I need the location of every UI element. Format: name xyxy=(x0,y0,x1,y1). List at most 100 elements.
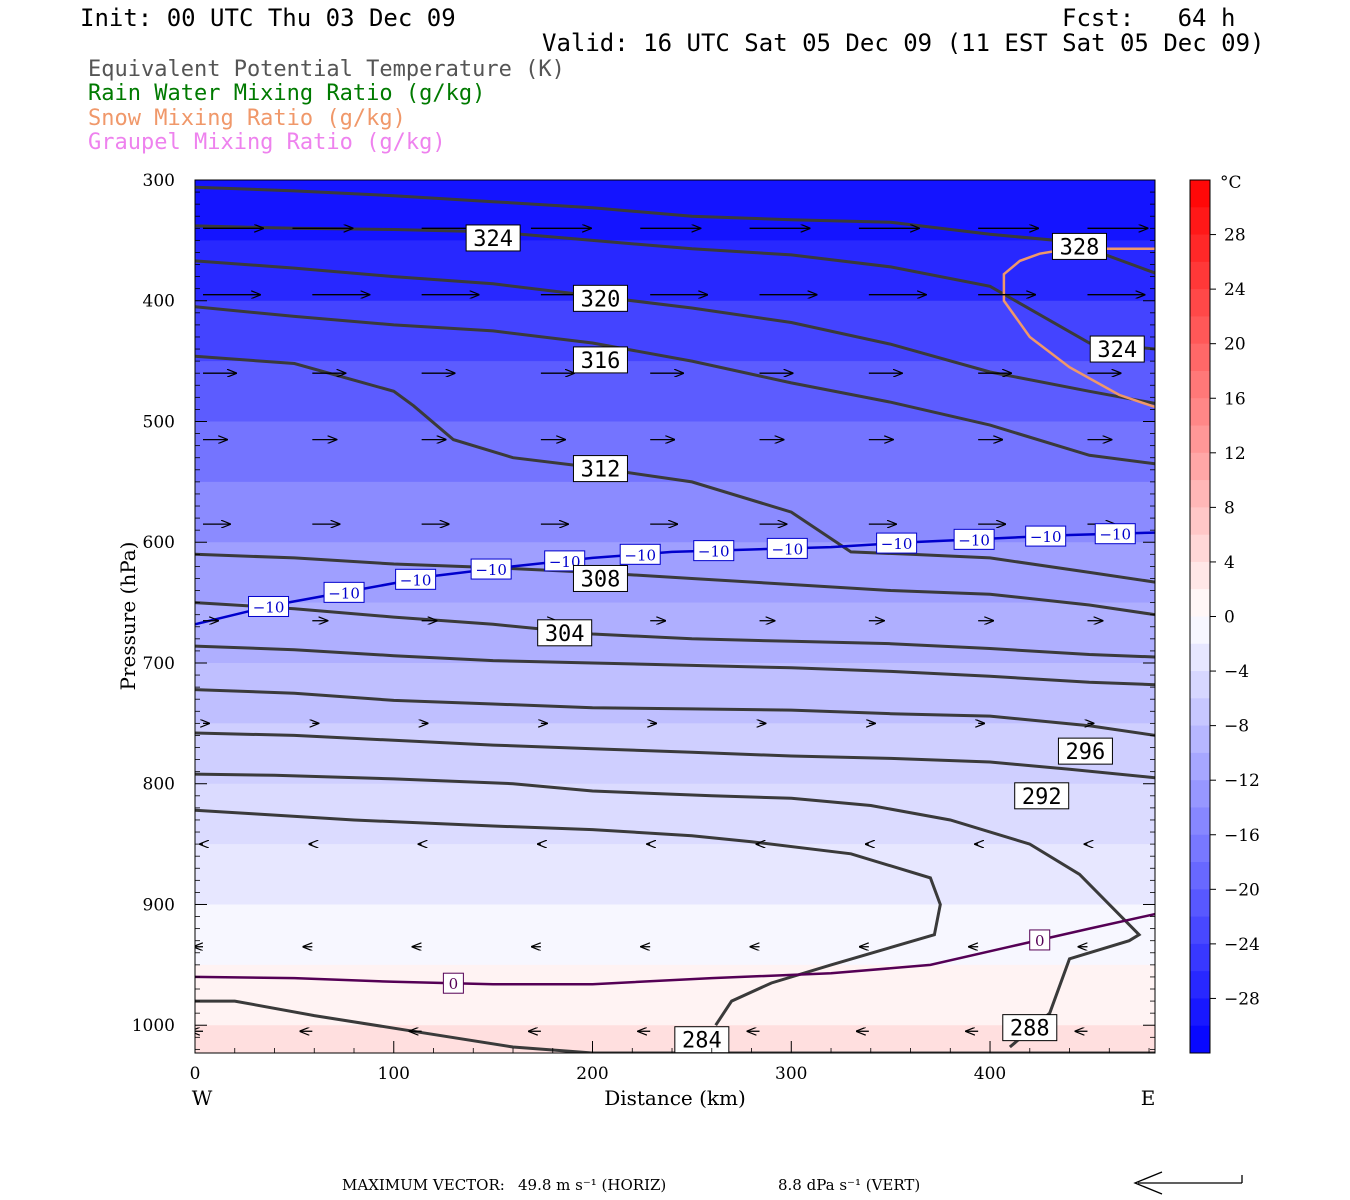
shade-band xyxy=(195,421,1155,483)
theta-e-label-box xyxy=(572,564,628,592)
theta-e-line xyxy=(195,644,1155,687)
theta-e-line xyxy=(195,259,1155,405)
isotherm-label: −10 xyxy=(549,553,581,571)
theta-e-line xyxy=(195,354,1155,584)
x-axis-title: Distance (km) xyxy=(604,1086,746,1110)
isotherm-label-box xyxy=(1094,523,1136,545)
colorbar-cell xyxy=(1190,643,1210,672)
colorbar-cell xyxy=(1190,752,1210,781)
theta-e-label: 296 xyxy=(1066,740,1106,765)
colorbar-tick-label: 20 xyxy=(1224,335,1246,355)
colorbar: 28 24 20 16 12 8 4 0 −4 −8 −12 −16 −20 −24 −28 °C xyxy=(1189,173,1260,1054)
colorbar-tick-label: −16 xyxy=(1224,826,1260,846)
isotherm-label-box xyxy=(248,595,290,617)
colorbar-cell xyxy=(1190,398,1210,427)
isotherm-label: 0 xyxy=(1035,932,1045,950)
colorbar-tick-label: 16 xyxy=(1224,389,1246,409)
isotherm-label: −10 xyxy=(1099,526,1131,544)
x-tick-label: 300 xyxy=(775,1064,807,1084)
colorbar-cell xyxy=(1190,507,1210,536)
theta-e-line xyxy=(195,808,942,1027)
colorbar-tick-label: −24 xyxy=(1224,935,1260,955)
theta-e-label-box xyxy=(1089,335,1145,363)
colorbar-cell xyxy=(1190,261,1210,290)
y-tick-label: 800 xyxy=(143,775,175,795)
colorbar-tick-label: −20 xyxy=(1224,880,1260,900)
colorbar-tick-label: 24 xyxy=(1224,280,1246,300)
init-time: Init: 00 UTC Thu 03 Dec 09 xyxy=(80,4,456,32)
theta-e-label-box xyxy=(1057,737,1113,765)
max-vector-horiz: 49.8 m s⁻¹ (HORIZ) xyxy=(518,1176,667,1194)
y-tick-label: 700 xyxy=(143,654,175,674)
shade-band xyxy=(195,300,1155,363)
theta-e-label: 324 xyxy=(473,227,513,252)
isotherm-label: −10 xyxy=(400,571,432,589)
colorbar-cell xyxy=(1190,616,1210,645)
isotherm-label-box xyxy=(766,537,808,559)
isotherm-label-box xyxy=(876,532,918,554)
colorbar-cell xyxy=(1190,207,1210,236)
shade-band xyxy=(195,723,1155,785)
colorbar-cell xyxy=(1190,452,1210,481)
theta-e-line xyxy=(195,688,1155,737)
colorbar-cell xyxy=(1190,671,1210,699)
colorbar-cell xyxy=(1190,370,1210,399)
colorbar-cell xyxy=(1190,234,1210,263)
theta-e-label-box xyxy=(572,455,628,483)
theta-e-contours xyxy=(195,185,1155,1053)
isotherm-label-box xyxy=(953,528,995,550)
isotherm-label: −10 xyxy=(771,540,803,558)
colorbar-cell xyxy=(1190,725,1210,754)
colorbar-tick-label: −8 xyxy=(1224,717,1249,737)
colorbar-cell xyxy=(1190,971,1210,999)
theta-e-label: 320 xyxy=(581,287,621,312)
theta-e-label-box xyxy=(465,224,521,252)
shade-band xyxy=(195,662,1155,725)
legend-theta-e: Equivalent Potential Temperature (K) xyxy=(88,57,565,82)
colorbar-cell xyxy=(1190,862,1210,890)
y-tick-label: 900 xyxy=(143,895,175,915)
isotherm-label-box xyxy=(693,540,735,562)
y-tick-label: 500 xyxy=(143,412,175,432)
theta-e-label-box xyxy=(572,346,628,374)
x-tick-label: 200 xyxy=(576,1064,608,1084)
colorbar-unit: °C xyxy=(1220,173,1242,193)
theta-e-label: 288 xyxy=(1010,1017,1050,1042)
valid-time: Valid: 16 UTC Sat 05 Dec 09 (11 EST Sat … xyxy=(542,29,1265,57)
isotherm-label: −10 xyxy=(698,543,730,561)
theta-e-label: 308 xyxy=(581,567,621,592)
colorbar-cell xyxy=(1190,343,1210,372)
east-label: E xyxy=(1141,1086,1156,1110)
theta-e-label: 328 xyxy=(1060,235,1100,260)
theta-e-line xyxy=(195,601,1155,659)
isotherm-label: −10 xyxy=(624,546,656,564)
isotherm-label-box xyxy=(395,568,437,590)
y-tick-label: 400 xyxy=(143,292,175,312)
plot-frame xyxy=(194,179,1156,1054)
x-tick-label: 400 xyxy=(974,1064,1006,1084)
reference-vector-arrow xyxy=(1133,1171,1243,1195)
x-tick-label: 0 xyxy=(190,1064,201,1084)
shade-band xyxy=(195,904,1155,966)
isotherm-label: −10 xyxy=(328,584,360,602)
axes: 300 400 500 600 700 800 900 1000 0 100 200 300 400 Di… xyxy=(116,171,1155,1110)
legend-rain-water: Rain Water Mixing Ratio (g/kg) xyxy=(88,81,486,106)
colorbar-cell xyxy=(1190,561,1210,590)
theta-e-label-box xyxy=(572,284,628,312)
isotherm-label-box xyxy=(1025,525,1067,547)
y-tick-label: 600 xyxy=(143,533,175,553)
colorbar-cell xyxy=(1190,425,1210,454)
y-axis-title: Pressure (hPa) xyxy=(116,542,140,691)
colorbar-cell xyxy=(1190,289,1210,317)
colorbar-tick-label: −12 xyxy=(1224,771,1260,791)
colorbar-cell xyxy=(1190,480,1210,508)
theta-e-line xyxy=(195,552,1155,617)
theta-e-label: 304 xyxy=(545,622,585,647)
colorbar-cell xyxy=(1190,780,1210,808)
shade-band xyxy=(195,180,1155,242)
colorbar-cell xyxy=(1190,943,1210,972)
isotherm-label-box xyxy=(619,543,661,565)
isotherm-label: −10 xyxy=(253,598,285,616)
x-tick-label: 100 xyxy=(378,1064,410,1084)
